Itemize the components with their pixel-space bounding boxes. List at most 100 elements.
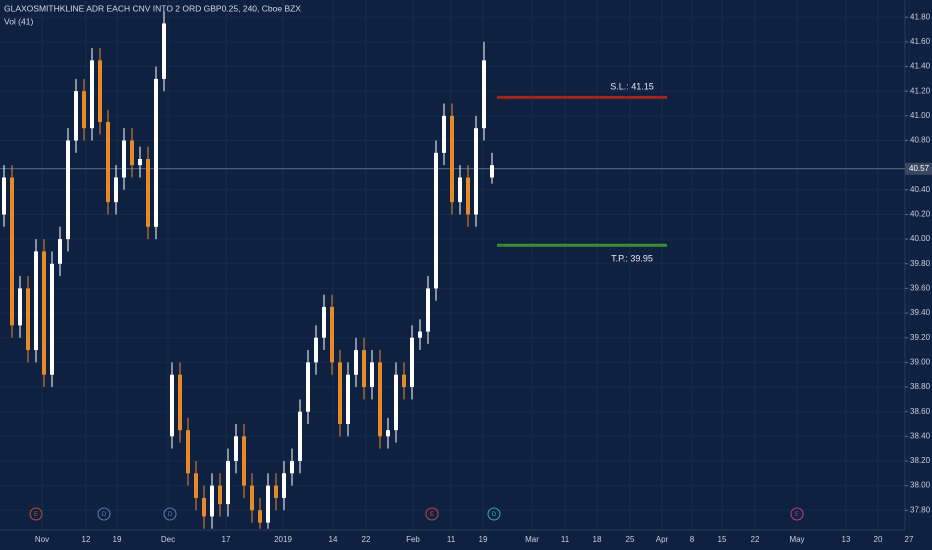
x-tick-label: Nov	[35, 535, 49, 544]
last-price-badge	[905, 162, 932, 175]
x-tick-label: May	[789, 535, 804, 544]
y-tick-label: 38.00	[910, 481, 931, 490]
candle-body	[242, 436, 246, 486]
candle-body	[130, 140, 134, 166]
candle-body	[442, 115, 446, 153]
x-tick-label: Apr	[656, 535, 669, 544]
candle-body	[266, 485, 270, 523]
x-tick-label: 19	[113, 535, 122, 544]
candle-body	[458, 177, 462, 203]
candle-body	[66, 140, 70, 240]
candle-body	[98, 60, 102, 123]
event-marker	[425, 507, 439, 521]
candle-body	[474, 128, 478, 215]
x-tick-label: 13	[842, 535, 851, 544]
candle-body	[402, 374, 406, 388]
candle-body	[274, 485, 278, 498]
candle-body	[490, 165, 494, 178]
y-tick-label: 40.20	[910, 210, 931, 219]
candle-body	[338, 362, 342, 424]
candle-body	[346, 374, 350, 424]
x-tick-label: 18	[593, 535, 602, 544]
event-marker	[29, 507, 43, 521]
candle-body	[138, 159, 142, 166]
x-tick-label: 22	[362, 535, 371, 544]
candle-body	[306, 362, 310, 412]
event-marker	[487, 507, 501, 521]
event-label: D	[492, 512, 497, 518]
x-tick-label: 11	[561, 535, 570, 544]
y-tick-label: 38.60	[910, 407, 931, 416]
x-tick-label: 14	[329, 535, 338, 544]
candle-body	[74, 91, 78, 141]
candle-body	[178, 374, 182, 431]
candle-body	[394, 374, 398, 431]
candle-body	[298, 411, 302, 461]
candle-body	[426, 288, 430, 332]
candle-body	[170, 374, 174, 437]
x-tick-label: 17	[222, 535, 231, 544]
y-tick-label: 37.80	[910, 505, 931, 514]
candle-body	[378, 362, 382, 437]
candle-body	[122, 140, 126, 178]
candle-body	[354, 350, 358, 375]
y-tick-label: 39.80	[910, 259, 931, 268]
x-tick-label: 25	[626, 535, 635, 544]
candle-body	[2, 177, 6, 215]
y-tick-label: 39.60	[910, 284, 931, 293]
candle-body	[434, 152, 438, 289]
candle-body	[282, 473, 286, 498]
candle-body	[226, 460, 230, 505]
candle-body	[362, 350, 366, 388]
candle-body	[314, 337, 318, 363]
candle-body	[42, 251, 46, 375]
chart-title: GLAXOSMITHKLINE ADR EACH CNV INTO 2 ORD …	[4, 3, 301, 13]
candle-body	[194, 473, 198, 498]
y-tick-label: 41.40	[910, 62, 931, 71]
x-tick-label: 19	[479, 535, 488, 544]
candle-body	[218, 485, 222, 505]
x-tick-label: 11	[447, 535, 456, 544]
candle-body	[34, 251, 38, 351]
take-profit-label: T.P.: 39.95	[611, 254, 653, 264]
candle-body	[386, 430, 390, 437]
candle-body	[202, 497, 206, 517]
candle-body	[258, 510, 262, 523]
candle-body	[58, 239, 62, 264]
candle-body	[162, 23, 166, 79]
x-tick-label: Feb	[406, 535, 420, 544]
grid	[0, 0, 909, 530]
event-marker	[790, 507, 804, 521]
candle-body	[90, 60, 94, 129]
x-tick-label: Dec	[161, 535, 175, 544]
x-tick-label: 12	[82, 535, 91, 544]
candle-body	[370, 362, 374, 388]
candle-body	[106, 122, 110, 203]
x-tick-label: 22	[751, 535, 760, 544]
candle-body	[210, 485, 214, 517]
y-tick-label: 41.00	[910, 111, 931, 120]
event-marker	[97, 507, 111, 521]
candle-body	[330, 306, 334, 363]
y-tick-label: 41.80	[910, 12, 931, 21]
x-tick-label: 8	[690, 535, 695, 544]
last-price-label: 40.57	[909, 164, 930, 173]
candle-body	[290, 460, 294, 474]
event-label: E	[430, 512, 434, 518]
x-tick-label: 27	[905, 535, 914, 544]
candle-body	[114, 177, 118, 203]
y-tick-label: 38.80	[910, 382, 931, 391]
y-tick-label: 39.20	[910, 333, 931, 342]
candle-body	[482, 60, 486, 129]
event-label: D	[168, 512, 173, 518]
event-marker	[163, 507, 177, 521]
event-label: D	[102, 512, 107, 518]
x-tick-label: Mar	[525, 535, 539, 544]
y-tick-label: 39.00	[910, 357, 931, 366]
candle-body	[450, 115, 454, 203]
candle-body	[410, 337, 414, 388]
event-label: E	[34, 512, 38, 518]
x-tick-label: 15	[718, 535, 727, 544]
y-tick-label: 40.80	[910, 136, 931, 145]
candle-body	[186, 430, 190, 474]
